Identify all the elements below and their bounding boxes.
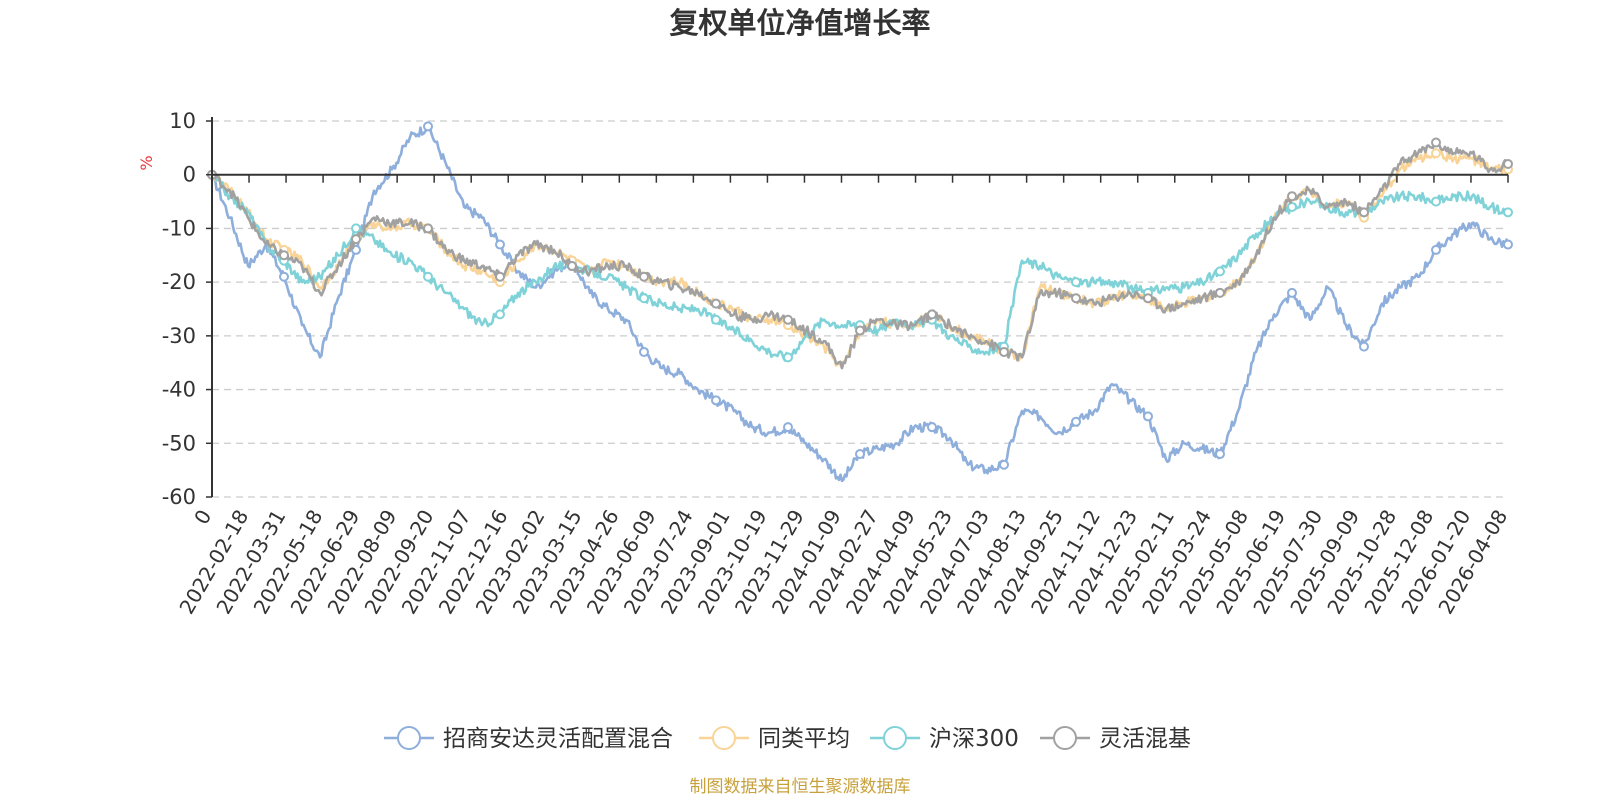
x-tick-label: 0 [189, 506, 216, 529]
series-point-3 [495, 271, 505, 282]
legend-label: 灵活混基 [1099, 726, 1191, 752]
series-point-3 [639, 271, 649, 282]
series-line-0 [211, 123, 1510, 483]
series-point-1 [1431, 148, 1441, 159]
series-point-3 [1431, 137, 1441, 148]
series-point-3 [1287, 191, 1297, 202]
series-point-0 [1503, 239, 1513, 250]
chart-title: 复权单位净值增长率 [669, 6, 930, 40]
y-tick-label: -50 [162, 431, 196, 455]
gridlines [212, 120, 1508, 498]
legend-label: 招商安达灵活配置混合 [443, 726, 673, 752]
series-point-3 [351, 234, 361, 245]
series-point-3 [783, 314, 793, 325]
series-point-2 [1287, 201, 1297, 212]
y-axis-unit-label: % [137, 155, 156, 170]
series-point-2 [1071, 277, 1081, 288]
legend-item-0[interactable]: 招商安达灵活配置混合 [384, 726, 673, 752]
y-tick-label: -40 [162, 378, 196, 402]
series-point-0 [783, 422, 793, 433]
y-axis-ticks: 10 0 -10 -20 -30 -40 -50 -60 [162, 109, 212, 509]
series-point-3 [711, 298, 721, 309]
series-point-0 [1071, 416, 1081, 427]
legend-item-2[interactable]: 沪深300 [870, 726, 1019, 752]
series-point-2 [783, 352, 793, 363]
series-point-3 [1071, 293, 1081, 304]
series-point-0 [855, 449, 865, 460]
legend: 招商安达灵活配置混合 同类平均 沪深300 灵活混基 [384, 726, 1191, 752]
series-point-3 [999, 346, 1009, 357]
series-point-2 [1503, 207, 1513, 218]
legend-marker [712, 726, 736, 750]
series-point-0 [927, 422, 937, 433]
series-point-2 [423, 271, 433, 282]
series-point-0 [1431, 244, 1441, 255]
series-point-2 [1431, 196, 1441, 207]
legend-marker [883, 726, 907, 750]
series-point-0 [1143, 411, 1153, 422]
series-point-0 [711, 395, 721, 406]
series-point-3 [567, 261, 577, 272]
legend-item-1[interactable]: 同类平均 [699, 726, 850, 752]
series-point-3 [1143, 293, 1153, 304]
series-point-2 [495, 309, 505, 320]
series-point-3 [1359, 207, 1369, 218]
legend-marker [397, 726, 421, 750]
series-point-0 [1287, 287, 1297, 298]
series-point-0 [495, 239, 505, 250]
series-point-3 [279, 250, 289, 261]
series-point-0 [1215, 449, 1225, 460]
series-point-2 [351, 223, 361, 234]
legend-label: 同类平均 [758, 726, 850, 752]
source-note: 制图数据来自恒生聚源数据库 [690, 777, 911, 797]
series-point-3 [1503, 158, 1513, 169]
y-tick-label: -60 [162, 485, 196, 509]
series-point-0 [639, 346, 649, 357]
axes [211, 117, 1508, 497]
series-point-3 [927, 309, 937, 320]
y-tick-label: 0 [183, 163, 196, 187]
legend-item-3[interactable]: 灵活混基 [1040, 726, 1191, 752]
series-point-2 [1215, 266, 1225, 277]
series-point-0 [1359, 341, 1369, 352]
series-point-3 [855, 325, 865, 336]
y-tick-label: -30 [162, 324, 196, 348]
y-tick-label: -20 [162, 270, 196, 294]
series-point-2 [639, 293, 649, 304]
series-lines [207, 121, 1513, 483]
series-point-0 [279, 271, 289, 282]
series-point-3 [423, 223, 433, 234]
series-point-0 [999, 459, 1009, 470]
legend-marker [1053, 726, 1077, 750]
series-point-2 [711, 314, 721, 325]
y-tick-label: 10 [169, 109, 196, 133]
legend-label: 沪深300 [929, 726, 1019, 752]
series-point-3 [1215, 287, 1225, 298]
y-tick-label: -10 [162, 216, 196, 240]
series-point-0 [423, 121, 433, 132]
